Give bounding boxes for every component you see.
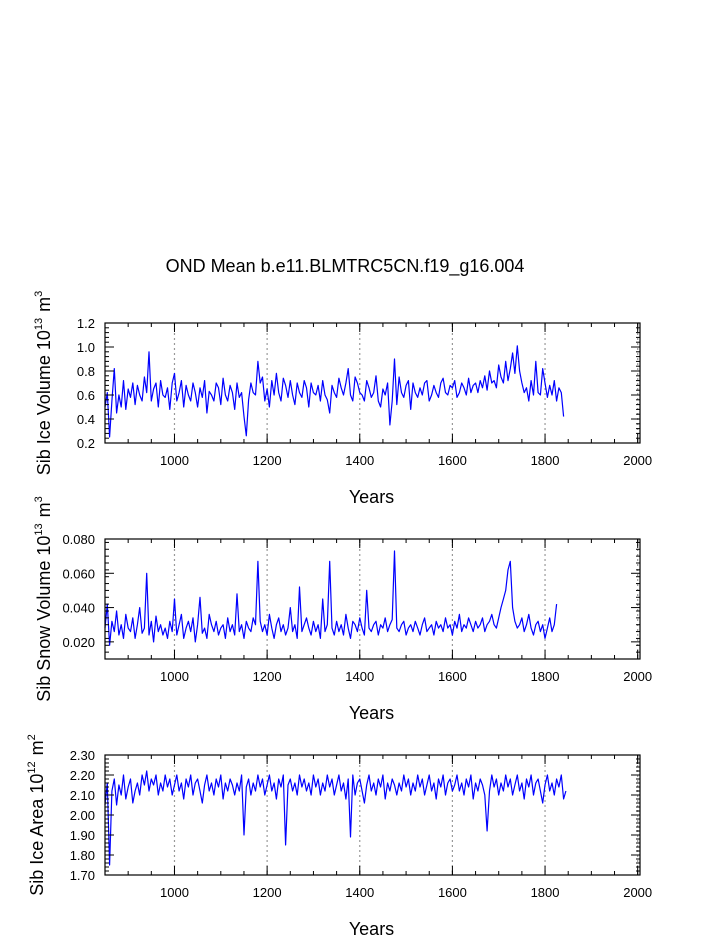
ice-area-y-axis-label-part: 12 [26,761,38,773]
ice-volume-x-tick-label: 1400 [345,453,374,468]
ice-volume-x-tick-label: 1000 [160,453,189,468]
snow-volume-y-axis-label-part: 13 [33,523,45,535]
ice-volume-plot-frame [104,322,641,444]
ice-area-x-tick-label: 1600 [438,885,467,900]
ice-volume-y-tick-label: 0.2 [77,436,95,451]
ice-area-x-tick-label: 1800 [531,885,560,900]
snow-volume-x-tick-label: 1000 [160,669,189,684]
ice-area-y-tick-label: 2.00 [70,808,95,823]
ice-volume-x-tick-label: 1800 [531,453,560,468]
snow-volume-x-tick-label: 1800 [531,669,560,684]
ice-area-y-axis-label-part: 2 [26,734,38,740]
snow-volume-x-axis-label: Years [349,703,394,723]
ice-area-y-tick-label: 1.90 [70,828,95,843]
ice-area-x-tick-label: 1400 [345,885,374,900]
ice-volume-x-tick-label: 1600 [438,453,467,468]
ice-volume-y-tick-label: 1.0 [77,340,95,355]
ice-volume-y-tick-label: 0.6 [77,388,95,403]
ice-volume-panel: 1000 1200 1400 1600 1800 2000 0.2 0.4 0.6 0.8 1.0 1… [33,291,652,507]
ice-area-x-axis-label: Years [349,919,394,935]
ice-area-y-tick-label: 2.20 [70,768,95,783]
ice-volume-y-axis-label: Sib Ice Volume 1013 m3 [33,291,54,475]
ice-area-plot-frame [104,754,641,876]
ice-area-x-tick-label: 1200 [253,885,282,900]
figure-title: OND Mean b.e11.BLMTRC5CN.f19_g16.004 [165,256,525,276]
ice-volume-y-tick-label: 1.2 [77,316,95,331]
snow-volume-x-tick-label: 1600 [438,669,467,684]
snow-volume-x-tick-label: 1200 [253,669,282,684]
snow-volume-series-line [104,550,558,646]
snow-volume-y-tick-label: 0.040 [62,601,95,616]
ice-volume-y-tick-label: 0.8 [77,364,95,379]
ice-volume-y-axis-label-part: 13 [33,318,45,330]
snow-volume-y-tick-label: 0.060 [62,566,95,581]
ice-area-series-line [104,770,567,866]
snow-volume-plot-frame [104,538,641,660]
snow-volume-y-axis-label: Sib Snow Volume 1013 m3 [33,496,54,701]
ice-area-y-tick-label: 2.30 [70,748,95,763]
ice-volume-x-tick-label: 1200 [253,453,282,468]
ice-area-panel: 1000 1200 1400 1600 1800 2000 1.70 1.80 1.90 2.00… [26,734,652,935]
snow-volume-x-tick-label: 1400 [345,669,374,684]
ice-area-y-axis-label: Sib Ice Area 1012 m2 [26,734,47,895]
ice-area-x-tick-label: 2000 [623,885,652,900]
ice-area-y-axis-label-part: m [27,740,47,755]
ice-volume-y-tick-label: 0.4 [77,412,95,427]
ice-volume-y-axis-label-part: 3 [33,291,45,297]
ice-area-y-tick-label: 1.70 [70,868,95,883]
snow-volume-y-axis-label-part: 3 [33,496,45,502]
ice-volume-x-tick-label: 2000 [623,453,652,468]
ice-area-y-tick-label: 2.10 [70,788,95,803]
ice-volume-series-line [104,345,565,438]
snow-volume-y-tick-label: 0.080 [62,532,95,547]
snow-volume-y-axis-label-part: m [34,502,54,517]
snow-volume-y-tick-label: 0.020 [62,635,95,650]
snow-volume-panel: 1000 1200 1400 1600 1800 2000 0.020 0.040 0.060 0… [33,496,652,723]
ice-volume-x-axis-label: Years [349,487,394,507]
ice-area-y-tick-label: 1.80 [70,848,95,863]
snow-volume-x-tick-label: 2000 [623,669,652,684]
ice-volume-y-axis-label-part: m [34,297,54,312]
ice-volume-y-axis-label-part: Sib Ice Volume 10 [34,330,54,475]
ice-area-y-axis-label-part: Sib Ice Area 10 [27,774,47,896]
snow-volume-y-axis-label-part: Sib Snow Volume 10 [34,536,54,702]
ice-area-x-tick-label: 1000 [160,885,189,900]
